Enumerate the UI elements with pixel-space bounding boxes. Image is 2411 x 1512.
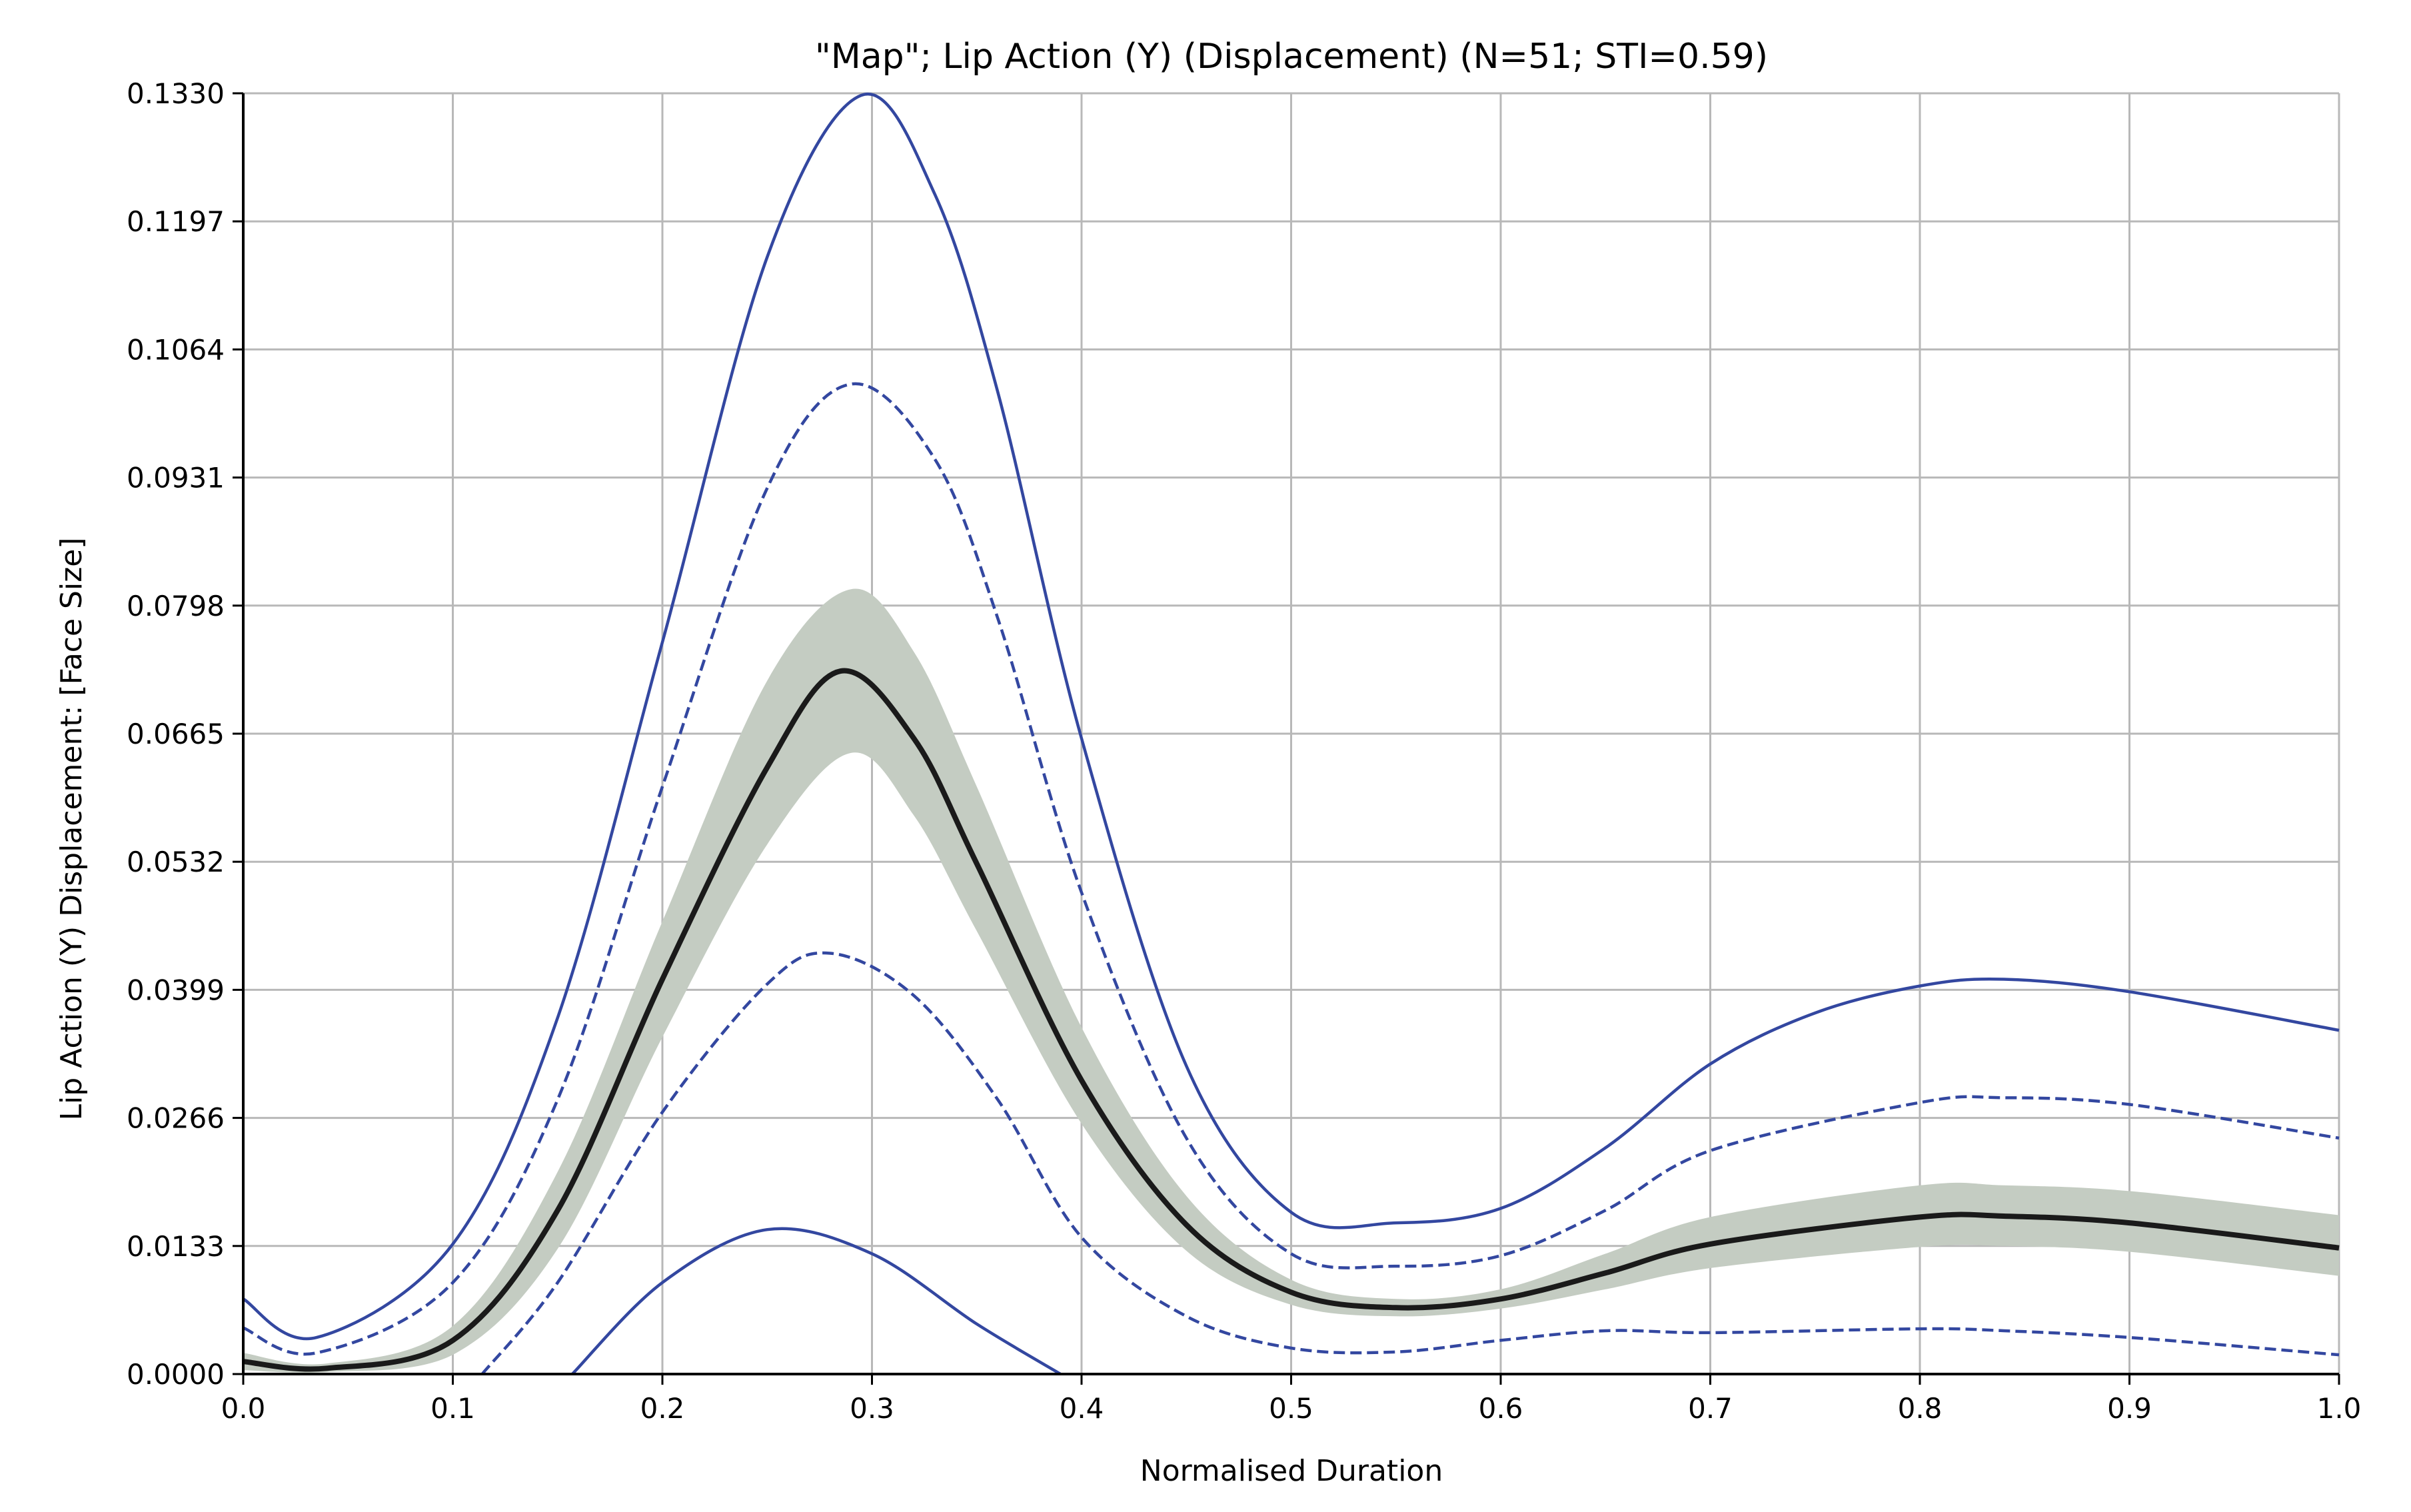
y-tick-label: 0.0266 [127,1102,225,1135]
x-tick-label: 1.0 [2317,1392,2362,1425]
x-tick-label: 0.7 [1688,1392,1733,1425]
x-tick-label: 0.4 [1060,1392,1104,1425]
x-tick-label: 0.6 [1479,1392,1523,1425]
outer-upper-line [242,92,2340,1341]
y-axis-title: Lip Action (Y) Displacement: [Face Size] [55,537,89,1120]
band-area [243,588,2339,1373]
y-tick-label: 0.0399 [127,974,225,1006]
y-tick-label: 0.0532 [127,846,225,878]
y-tick-label: 0.1197 [127,205,225,238]
y-tick-label: 0.0133 [127,1230,225,1263]
y-tick-label: 0.1330 [127,77,225,110]
outer-lower-line [571,1227,1062,1375]
x-tick-labels: 0.0 0.1 0.2 0.3 0.4 0.5 0.6 0.7 0.8 0.9 1.0 [221,1392,2362,1425]
x-tick-label: 0.5 [1269,1392,1313,1425]
inner-lower-line [480,951,2340,1375]
x-tick-label: 0.1 [430,1392,475,1425]
y-tick-label: 0.0665 [127,718,225,750]
y-tick-label: 0.0000 [127,1358,225,1391]
y-tick-labels: 0.0000 0.0133 0.0266 0.0399 0.0532 0.0665 0.07… [127,77,225,1391]
y-tick-label: 0.0798 [127,590,225,622]
x-tick-label: 0.8 [1898,1392,1943,1425]
x-tick-label: 0.3 [850,1392,894,1425]
x-tick-label: 0.0 [221,1392,266,1425]
x-tick-label: 0.9 [2107,1392,2152,1425]
axes [233,92,2340,1385]
y-tick-label: 0.0931 [127,462,225,494]
y-tick-label: 0.1064 [127,333,225,366]
mean-line [243,668,2340,1372]
inner-upper-line [243,382,2340,1356]
series-lines [242,92,2340,1375]
x-tick-label: 0.2 [640,1392,685,1425]
x-axis-title: Normalised Duration [1140,1454,1443,1488]
confidence-band [243,588,2339,1373]
chart-title: "Map"; Lip Action (Y) (Displacement) (N=… [815,37,1768,77]
